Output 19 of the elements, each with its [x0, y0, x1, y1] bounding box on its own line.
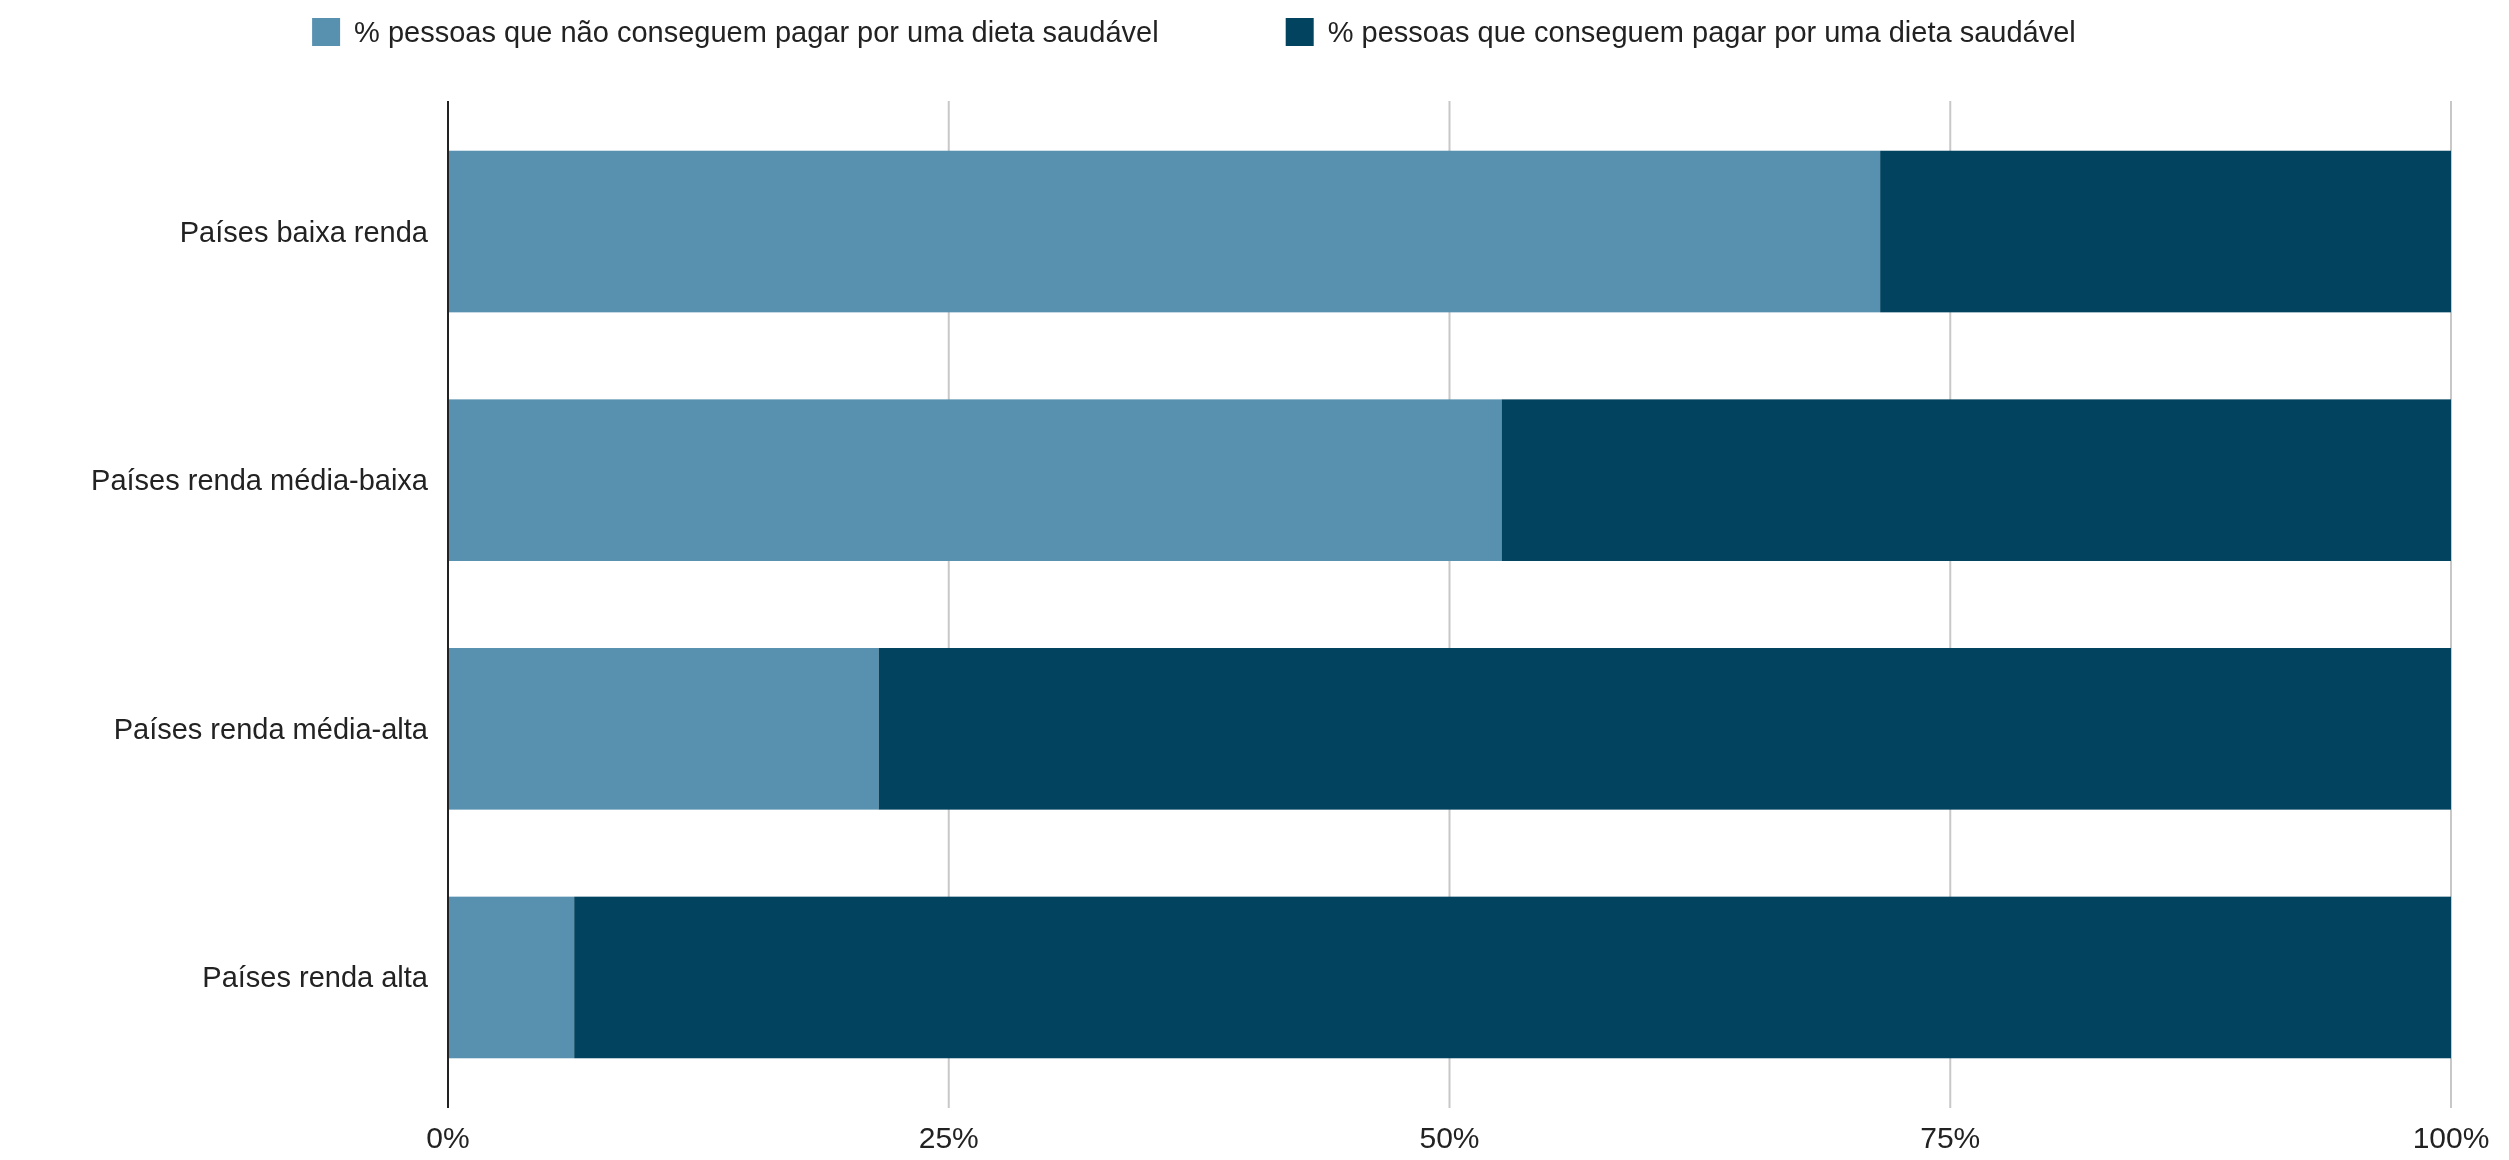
bar	[448, 399, 1502, 561]
legend-label: % pessoas que não conseguem pagar por uma dieta saudável	[354, 16, 1159, 48]
bar	[448, 648, 879, 810]
bar	[574, 896, 2451, 1059]
y-tick-label: Países renda alta	[202, 961, 429, 994]
legend-label: % pessoas que conseguem pagar por uma dieta saudável	[1327, 16, 2076, 48]
bar	[1880, 150, 2452, 313]
bar	[1501, 399, 2451, 561]
y-tick-label: Países baixa renda	[179, 215, 429, 248]
x-tick-label: 25%	[918, 1121, 979, 1154]
x-tick-label: 0%	[426, 1121, 470, 1154]
y-tick-label: Países renda média-alta	[113, 712, 429, 745]
y-tick-label: Países renda média-baixa	[91, 464, 429, 497]
x-tick-label: 75%	[1920, 1121, 1981, 1154]
x-tick-label: 100%	[2412, 1121, 2490, 1154]
x-tick-label: 50%	[1419, 1121, 1480, 1154]
bar	[448, 896, 575, 1059]
bar	[448, 150, 1881, 313]
bar	[878, 648, 2451, 810]
